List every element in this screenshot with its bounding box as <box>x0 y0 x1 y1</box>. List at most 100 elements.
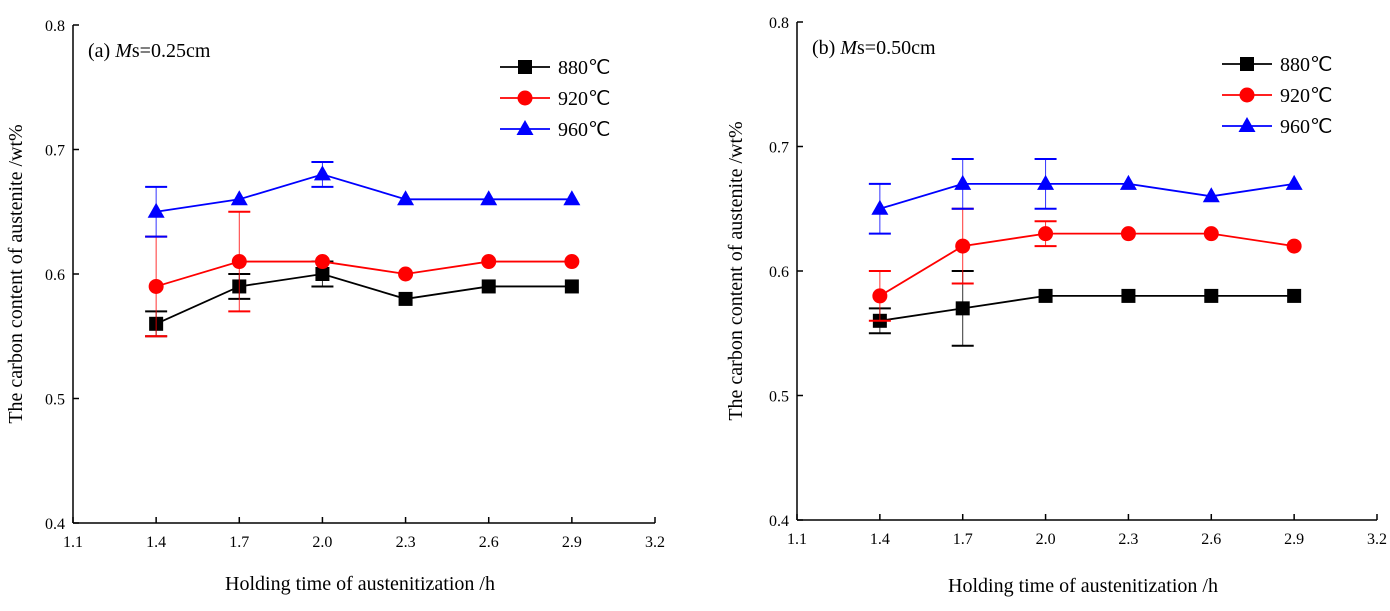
y-tick-label: 0.5 <box>769 389 789 406</box>
x-tick-label: 3.2 <box>1367 531 1387 548</box>
series-880℃ <box>868 270 1302 347</box>
data-point-square <box>1121 288 1136 303</box>
data-point-triangle <box>1202 187 1220 203</box>
data-point-square <box>1204 288 1219 303</box>
x-tick-label: 3.2 <box>645 534 665 551</box>
legend-label: 960℃ <box>558 119 610 141</box>
x-axis-label: Holding time of austenitization /h <box>225 573 495 595</box>
series-960℃ <box>145 160 581 238</box>
data-point-square <box>518 60 532 74</box>
data-point-square <box>955 301 970 316</box>
data-point-circle <box>955 238 971 254</box>
data-point-triangle <box>871 199 889 215</box>
data-point-circle <box>872 288 888 304</box>
x-tick-label: 2.0 <box>1036 531 1056 548</box>
legend-label: 920℃ <box>558 88 610 110</box>
legend-item: 880℃ <box>1222 54 1332 76</box>
legend-label: 960℃ <box>1280 116 1332 138</box>
data-point-triangle <box>516 120 534 135</box>
y-tick-label: 0.8 <box>769 15 789 32</box>
data-point-square <box>398 291 413 306</box>
data-point-circle <box>1038 226 1054 242</box>
data-point-square <box>481 279 496 294</box>
data-point-triangle <box>1037 174 1055 190</box>
data-point-triangle <box>1238 117 1256 132</box>
data-point-circle <box>1203 226 1219 242</box>
title-rest: s=0.25cm <box>132 40 211 62</box>
legend-label: 880℃ <box>1280 54 1332 76</box>
series-920℃ <box>145 210 580 338</box>
data-point-circle <box>481 254 497 270</box>
x-tick-label: 2.3 <box>1118 531 1138 548</box>
series-line <box>879 294 1295 322</box>
data-point-circle <box>398 266 414 282</box>
x-tick-label: 2.9 <box>562 534 582 551</box>
legend-item: 960℃ <box>500 119 610 141</box>
y-tick-label: 0.7 <box>45 143 65 160</box>
y-axis-label: The carbon content of austenite /wt% <box>5 124 27 423</box>
chart-panel-b: 1.1 1.4 1.7 2.0 2.3 2.6 2.9 3.2 0.4 0.5 0.6 0.7 0.8 H… <box>725 15 1387 597</box>
x-tick-label: 1.4 <box>870 531 890 548</box>
y-tick-label: 0.8 <box>45 18 65 35</box>
panel-title: (b) Ms=0.50cm <box>812 37 936 59</box>
x-tick-label: 2.0 <box>312 534 332 551</box>
data-point-triangle <box>147 202 165 218</box>
data-point-triangle <box>397 190 415 206</box>
y-tick-label: 0.4 <box>769 513 789 530</box>
data-point-circle <box>1239 87 1255 103</box>
series-960℃ <box>868 157 1303 235</box>
y-tick-label: 0.4 <box>45 516 65 533</box>
data-point-triangle <box>1285 174 1303 190</box>
data-point-triangle <box>563 190 581 206</box>
x-tick-label: 1.1 <box>787 531 807 548</box>
y-tick-label: 0.7 <box>769 140 789 157</box>
x-tick-label: 1.7 <box>953 531 973 548</box>
data-point-square <box>1038 288 1053 303</box>
series-line <box>155 260 572 288</box>
series-line <box>156 173 572 213</box>
x-axis-label: Holding time of austenitization /h <box>948 575 1218 597</box>
data-point-square <box>315 267 330 281</box>
title-italic: M <box>114 40 133 62</box>
data-point-triangle <box>1119 174 1137 190</box>
x-tick-label: 2.6 <box>1201 531 1221 548</box>
y-tick-label: 0.6 <box>45 267 65 284</box>
y-tick-label: 0.6 <box>769 264 789 281</box>
data-point-square <box>1240 57 1254 71</box>
x-tick-label: 1.4 <box>146 534 166 551</box>
series-line <box>879 182 1295 210</box>
data-point-circle <box>1286 238 1302 254</box>
data-point-circle <box>517 90 533 106</box>
legend-item: 920℃ <box>1222 85 1332 107</box>
title-rest: s=0.50cm <box>857 37 936 59</box>
legend-label: 880℃ <box>558 57 610 79</box>
series-920℃ <box>868 207 1302 322</box>
data-point-circle <box>314 254 330 270</box>
title-italic: M <box>839 37 858 59</box>
data-point-circle <box>231 254 247 270</box>
legend-item: 960℃ <box>1222 116 1332 138</box>
y-tick-label: 0.5 <box>45 392 65 409</box>
data-point-square <box>564 279 579 294</box>
data-point-square <box>1287 288 1302 303</box>
x-tick-label: 2.9 <box>1284 531 1304 548</box>
title-prefix: (b) <box>812 37 840 59</box>
data-point-circle <box>564 254 580 270</box>
data-point-triangle <box>480 190 498 206</box>
data-point-triangle <box>230 190 248 206</box>
x-tick-label: 1.1 <box>63 534 83 551</box>
y-axis-label: The carbon content of austenite /wt% <box>725 121 747 420</box>
legend-label: 920℃ <box>1280 85 1332 107</box>
panel-title: (a) Ms=0.25cm <box>88 40 211 62</box>
legend-item: 880℃ <box>500 57 610 79</box>
data-point-circle <box>148 278 164 294</box>
series-880℃ <box>145 260 579 338</box>
legend-item: 920℃ <box>500 88 610 110</box>
title-prefix: (a) <box>88 40 115 62</box>
chart-panel-a: 1.1 1.4 1.7 2.0 2.3 2.6 2.9 3.2 0.4 0.5 0.6 0.7 0.8 H… <box>5 18 665 595</box>
x-tick-label: 2.6 <box>479 534 499 551</box>
data-point-triangle <box>954 174 972 190</box>
x-tick-label: 1.7 <box>229 534 249 551</box>
data-point-circle <box>1120 226 1136 242</box>
